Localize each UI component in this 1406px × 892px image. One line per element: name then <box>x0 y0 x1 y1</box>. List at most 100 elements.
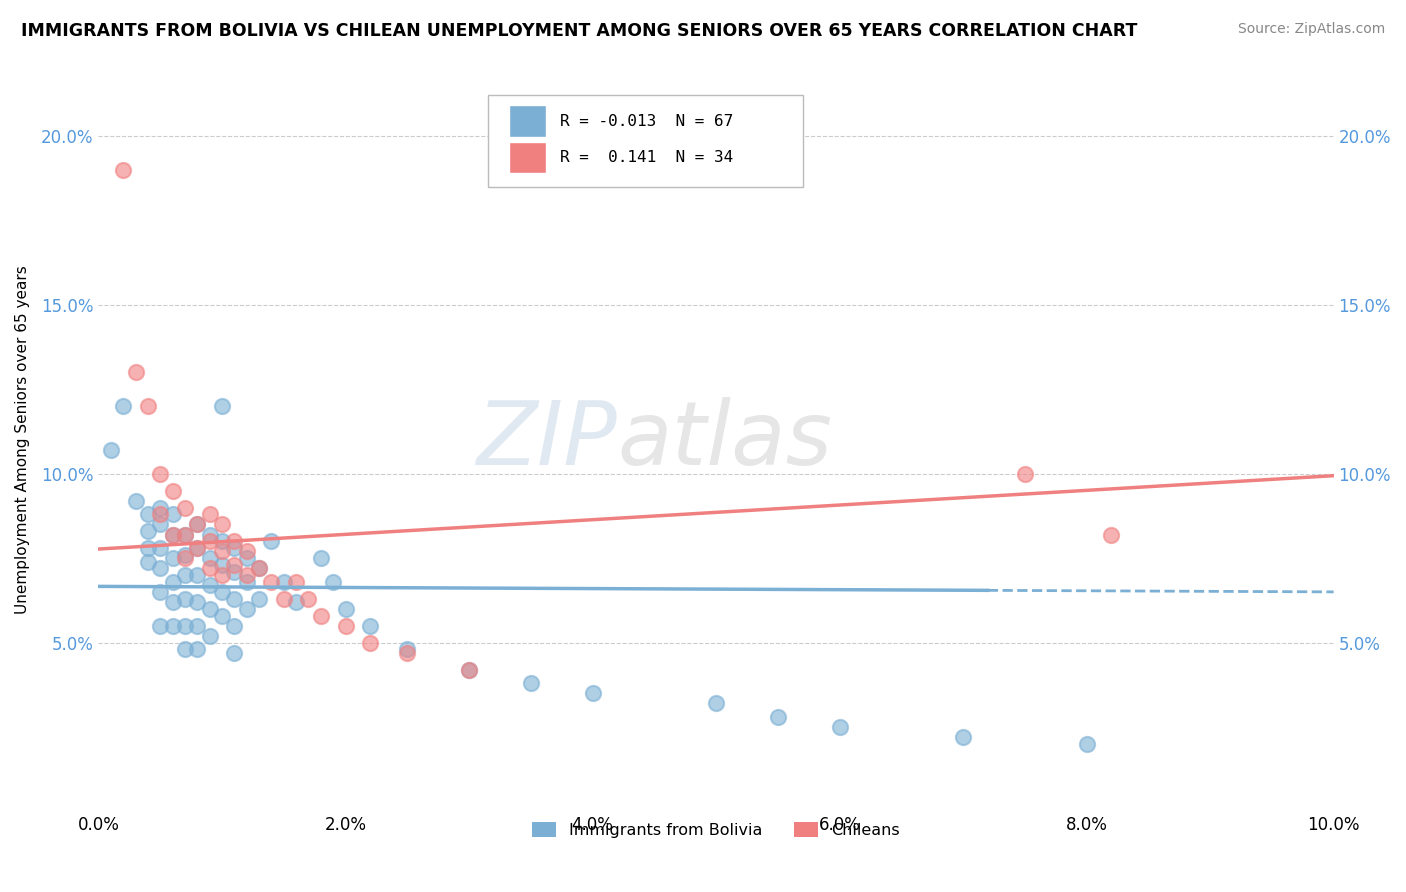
Point <box>1076 737 1098 751</box>
Point <box>136 508 159 522</box>
Point <box>211 544 233 558</box>
Point <box>224 619 246 633</box>
Point <box>136 541 159 555</box>
Y-axis label: Unemployment Among Seniors over 65 years: Unemployment Among Seniors over 65 years <box>15 266 30 615</box>
Point <box>396 646 419 660</box>
Point <box>149 541 172 555</box>
Point <box>581 686 603 700</box>
Point <box>186 619 208 633</box>
Point <box>149 517 172 532</box>
Point <box>186 642 208 657</box>
Point <box>124 366 146 380</box>
FancyBboxPatch shape <box>488 95 803 187</box>
Point <box>235 602 257 616</box>
Point <box>458 663 481 677</box>
Point <box>235 568 257 582</box>
Point <box>186 517 208 532</box>
Point <box>309 608 332 623</box>
Point <box>224 591 246 606</box>
Point <box>766 710 789 724</box>
Text: Source: ZipAtlas.com: Source: ZipAtlas.com <box>1237 22 1385 37</box>
Point <box>198 534 221 549</box>
FancyBboxPatch shape <box>509 142 546 173</box>
Point <box>100 443 122 458</box>
Point <box>260 534 283 549</box>
Point <box>211 585 233 599</box>
Point <box>285 595 308 609</box>
Point <box>136 555 159 569</box>
Point <box>224 534 246 549</box>
Point <box>198 508 221 522</box>
Point <box>359 619 381 633</box>
Point <box>174 642 197 657</box>
Point <box>828 720 851 734</box>
Point <box>174 551 197 566</box>
Point <box>162 527 184 541</box>
Point <box>149 561 172 575</box>
Text: IMMIGRANTS FROM BOLIVIA VS CHILEAN UNEMPLOYMENT AMONG SENIORS OVER 65 YEARS CORR: IMMIGRANTS FROM BOLIVIA VS CHILEAN UNEMP… <box>21 22 1137 40</box>
Point <box>174 591 197 606</box>
Point <box>224 646 246 660</box>
Point <box>224 558 246 572</box>
Point <box>112 162 135 177</box>
Point <box>235 544 257 558</box>
Point <box>211 399 233 413</box>
Point <box>335 602 357 616</box>
Point <box>112 399 135 413</box>
Point <box>520 676 543 690</box>
Point <box>198 527 221 541</box>
Point <box>149 508 172 522</box>
Text: ZIP: ZIP <box>477 397 617 483</box>
Point <box>186 568 208 582</box>
Point <box>174 568 197 582</box>
Point <box>273 574 295 589</box>
Point <box>149 585 172 599</box>
Text: R =  0.141  N = 34: R = 0.141 N = 34 <box>561 151 734 165</box>
Point <box>211 534 233 549</box>
Point <box>322 574 344 589</box>
Point <box>162 527 184 541</box>
Point <box>247 561 270 575</box>
Point <box>335 619 357 633</box>
Point <box>952 730 974 744</box>
Text: atlas: atlas <box>617 397 832 483</box>
Point <box>174 527 197 541</box>
Point <box>224 565 246 579</box>
Text: R = -0.013  N = 67: R = -0.013 N = 67 <box>561 113 734 128</box>
Point <box>162 619 184 633</box>
Point <box>273 591 295 606</box>
Point <box>162 508 184 522</box>
Point <box>162 483 184 498</box>
Point <box>174 548 197 562</box>
Point <box>186 541 208 555</box>
Point <box>1014 467 1036 481</box>
Point <box>309 551 332 566</box>
Point <box>396 642 419 657</box>
Point <box>211 568 233 582</box>
Point <box>198 629 221 643</box>
Point <box>211 608 233 623</box>
Point <box>211 558 233 572</box>
Point <box>162 595 184 609</box>
Point <box>174 527 197 541</box>
Point <box>458 663 481 677</box>
Point <box>198 602 221 616</box>
Point <box>198 578 221 592</box>
FancyBboxPatch shape <box>509 105 546 136</box>
Point <box>149 467 172 481</box>
Point <box>149 500 172 515</box>
Point <box>186 595 208 609</box>
Point <box>174 619 197 633</box>
Point <box>124 493 146 508</box>
Point <box>704 697 727 711</box>
Point <box>235 574 257 589</box>
Point <box>235 551 257 566</box>
Point <box>162 551 184 566</box>
Point <box>247 591 270 606</box>
Point <box>247 561 270 575</box>
Point <box>1099 527 1122 541</box>
Point <box>285 574 308 589</box>
Point <box>224 541 246 555</box>
Point <box>297 591 319 606</box>
Point <box>136 399 159 413</box>
